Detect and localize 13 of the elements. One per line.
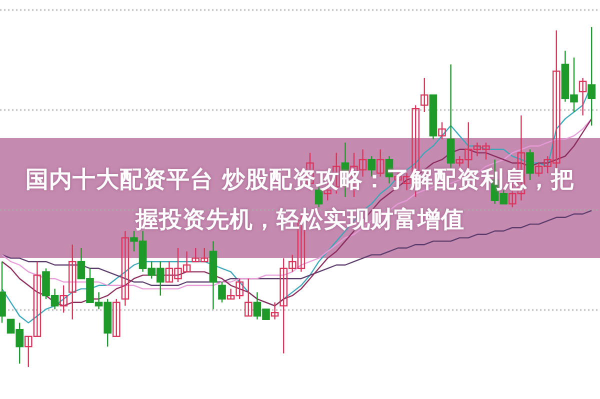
candlestick — [588, 26, 596, 126]
candlestick — [376, 148, 384, 178]
candlestick — [420, 77, 428, 113]
candlestick — [121, 230, 130, 306]
candlestick — [112, 298, 120, 337]
candlestick — [68, 244, 76, 320]
candlestick — [438, 122, 446, 140]
candlestick — [270, 302, 279, 320]
candlestick — [60, 284, 68, 314]
candlestick — [218, 281, 226, 303]
candlestick — [578, 77, 587, 116]
candlestick — [526, 148, 534, 181]
candlestick — [244, 278, 252, 317]
